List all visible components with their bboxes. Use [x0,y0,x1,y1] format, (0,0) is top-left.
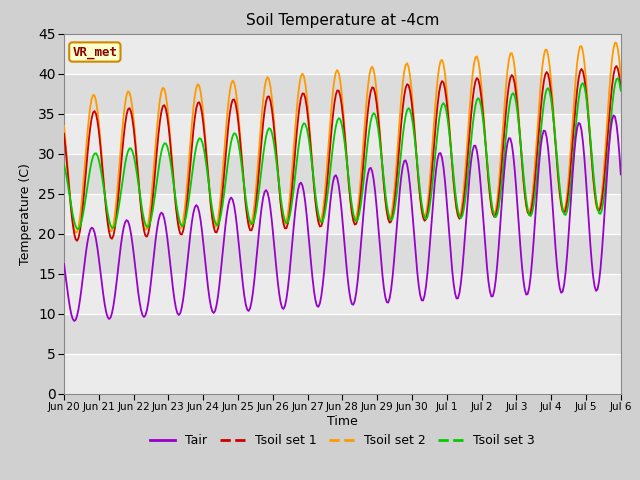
Tsoil set 2 [72,230,79,236]
Tsoil set 1 [60,131,68,137]
Tsoil set 3 [75,226,83,232]
Title: Soil Temperature at -4cm: Soil Temperature at -4cm [246,13,439,28]
Tsoil set 2 [60,123,68,129]
Bar [64,354,621,394]
Bar [64,234,621,274]
Bar [64,154,621,193]
Bar [64,34,621,73]
Tsoil set 2 [458,199,466,205]
Tsoil set 1 [616,73,623,79]
Tsoil set 2 [348,209,356,215]
Tsoil set 3 [616,79,623,85]
Tsoil set 3 [348,202,356,208]
Tsoil set 3 [458,213,466,218]
Tsoil set 3 [614,75,621,81]
Tsoil set 3 [60,162,68,168]
Tsoil set 2 [98,154,106,160]
Tair [616,151,623,157]
Y-axis label: Temperature (C): Temperature (C) [19,163,33,264]
Bar [64,193,621,234]
Tair [610,112,618,118]
Text: VR_met: VR_met [72,46,117,59]
Tsoil set 3 [98,172,106,178]
Tair [617,171,625,177]
Line: Tair: Tair [64,115,621,321]
Tair [348,301,356,307]
Tsoil set 1 [617,85,625,91]
Tsoil set 2 [81,168,88,174]
Tsoil set 1 [81,187,88,193]
Tsoil set 1 [541,72,549,77]
Tsoil set 3 [617,88,625,94]
Tair [70,318,78,324]
Legend: Tair, Tsoil set 1, Tsoil set 2, Tsoil set 3: Tair, Tsoil set 1, Tsoil set 2, Tsoil se… [145,429,540,452]
Line: Tsoil set 1: Tsoil set 1 [64,66,621,241]
Tair [541,128,549,134]
Tair [458,266,466,272]
Bar [64,73,621,114]
Tsoil set 2 [617,73,625,79]
Tair [81,262,88,268]
Tsoil set 2 [616,58,623,63]
Tsoil set 1 [348,210,356,216]
Tsoil set 1 [73,238,81,244]
Tsoil set 3 [541,92,549,98]
Tair [60,261,68,267]
Tair [98,280,106,286]
Tsoil set 3 [81,204,88,209]
Tsoil set 2 [541,47,549,53]
Bar [64,313,621,354]
Tsoil set 1 [98,158,106,164]
Bar [64,114,621,154]
Bar [64,274,621,313]
Line: Tsoil set 2: Tsoil set 2 [64,43,621,233]
Line: Tsoil set 3: Tsoil set 3 [64,78,621,229]
Tsoil set 1 [458,208,466,214]
Tsoil set 1 [612,63,620,69]
Tsoil set 2 [611,40,619,46]
X-axis label: Time: Time [327,415,358,428]
